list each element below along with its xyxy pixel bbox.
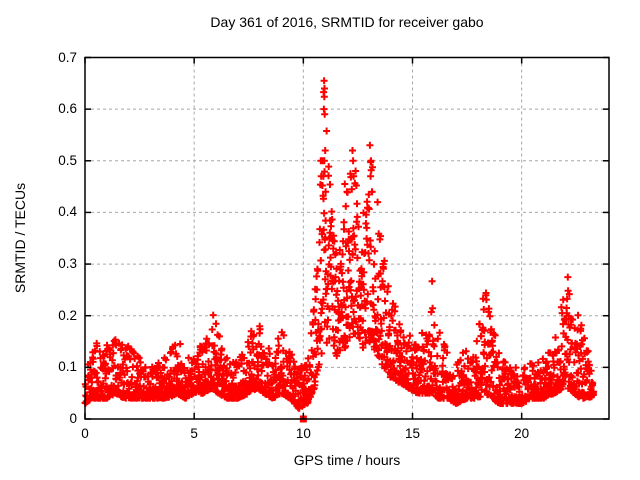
y-axis-tick-label: 0.7 [58, 49, 77, 65]
y-axis-tick-label: 0.1 [58, 359, 77, 375]
data-point-markers [81, 77, 598, 412]
y-axis-tick-label: 0 [69, 411, 77, 426]
axis-ticks [84, 56, 609, 420]
x-axis-tick-label: 0 [81, 426, 89, 441]
chart-title: Day 361 of 2016, SRMTID for receiver gab… [210, 14, 484, 30]
x-axis-tick-label: 15 [404, 426, 421, 441]
x-axis-tick-label: 10 [295, 426, 311, 441]
x-axis-label: GPS time / hours [293, 452, 401, 468]
y-axis-tick-label: 0.6 [58, 101, 77, 117]
y-axis-tick-label: 0.3 [58, 256, 77, 272]
y-axis-tick-label: 0.5 [58, 152, 77, 168]
x-axis-tick-label: 20 [514, 426, 530, 441]
y-axis-tick-label: 0.4 [58, 204, 77, 220]
scatter-points [81, 77, 598, 423]
y-axis-tick-label: 0.2 [58, 307, 77, 323]
plot-border [84, 56, 610, 420]
x-axis-tick-label: 5 [190, 426, 198, 441]
